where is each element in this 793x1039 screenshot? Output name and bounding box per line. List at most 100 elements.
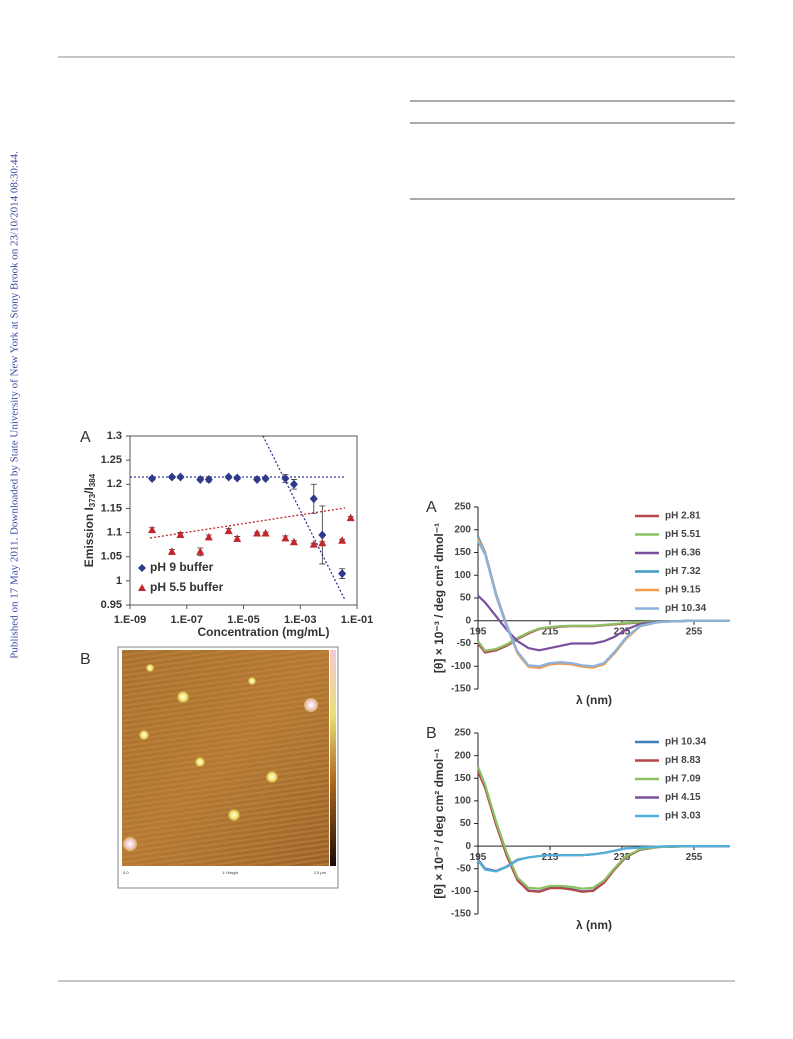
- y-tick-label: 1.05: [101, 551, 122, 563]
- series-line: [477, 540, 730, 668]
- y-tick-label: 50: [460, 818, 472, 829]
- point: [224, 526, 233, 535]
- y-tick-label: 150: [454, 547, 471, 558]
- y-tick-label: -150: [451, 909, 471, 920]
- y-tick-label: 100: [454, 796, 471, 807]
- y-axis-title-part: 384: [88, 473, 97, 487]
- point: [167, 472, 176, 482]
- x-tick-label: 1.E-05: [227, 614, 259, 626]
- afm-label: 2.0 µm: [314, 870, 327, 875]
- y-axis-title: Emission I373/I384: [82, 473, 97, 567]
- x-axis-title: λ (nm): [576, 918, 612, 932]
- legend-label: pH 7.09: [665, 774, 701, 785]
- point: [261, 529, 270, 537]
- y-tick-label: 1.25: [101, 454, 122, 466]
- x-tick-label: 215: [542, 626, 559, 637]
- panel-label: A: [80, 429, 91, 446]
- x-tick-label: 195: [470, 852, 487, 863]
- y-tick-label: -50: [457, 638, 472, 649]
- point: [338, 536, 347, 544]
- y-tick-label: 1.1: [107, 526, 122, 538]
- legend-label: pH 4.15: [665, 792, 701, 803]
- legend-label: pH 9 buffer: [150, 560, 214, 574]
- legend-marker: [138, 564, 146, 572]
- series-line: [476, 766, 730, 890]
- x-tick-label: 255: [686, 852, 703, 863]
- point: [233, 473, 242, 483]
- y-tick-label: 150: [454, 773, 471, 784]
- point: [196, 474, 205, 484]
- legend-label: pH 9.15: [665, 585, 701, 596]
- panel-label: A: [426, 499, 437, 516]
- y-axis-title-part: /I: [82, 487, 96, 494]
- x-tick-label: 1.E-07: [171, 614, 203, 626]
- x-tick-label: 1.E-01: [341, 614, 373, 626]
- y-tick-label: 1.2: [107, 478, 122, 490]
- x-axis-title: λ (nm): [576, 693, 612, 707]
- x-tick-label: 1.E-09: [114, 614, 146, 626]
- legend-label: pH 5.5 buffer: [150, 580, 224, 594]
- legend-label: pH 6.36: [665, 548, 701, 559]
- y-tick-label: -150: [451, 684, 471, 695]
- point: [318, 538, 327, 547]
- point: [289, 479, 298, 489]
- legend-label: pH 3.03: [665, 811, 701, 822]
- y-tick-label: -100: [451, 661, 471, 672]
- legend-label: pH 8.83: [665, 755, 701, 766]
- series-line: [477, 845, 730, 873]
- y-tick-label: 0: [465, 841, 471, 852]
- y-tick-label: 250: [454, 728, 471, 739]
- point: [309, 540, 318, 548]
- afm-label: 0.0: [123, 870, 129, 875]
- x-tick-label: 1.E-03: [284, 614, 316, 626]
- x-tick-label: 215: [542, 852, 559, 863]
- x-tick-label: 235: [614, 852, 631, 863]
- point: [346, 513, 355, 522]
- legend-label: pH 7.32: [665, 566, 701, 577]
- y-tick-label: 1.15: [101, 502, 122, 514]
- y-tick-label: 1.3: [107, 430, 122, 442]
- point: [176, 472, 185, 482]
- legend-label: pH 2.81: [665, 511, 701, 522]
- x-axis-title: Concentration (mg/mL): [198, 625, 330, 639]
- point: [253, 529, 262, 537]
- point: [204, 474, 213, 484]
- point: [281, 473, 290, 483]
- point: [167, 547, 176, 555]
- y-tick-label: 100: [454, 570, 471, 581]
- y-tick-label: 0.95: [101, 599, 122, 611]
- point: [253, 474, 262, 484]
- point: [196, 547, 205, 555]
- point: [281, 533, 290, 542]
- sidebar-note: Published on 17 May 2011. Downloaded by …: [9, 151, 21, 659]
- y-tick-label: -100: [451, 886, 471, 897]
- fit-line: [262, 435, 346, 601]
- x-tick-label: 195: [470, 626, 487, 637]
- point: [289, 537, 298, 546]
- panel-label: B: [80, 651, 91, 668]
- point: [176, 530, 185, 538]
- y-tick-label: 200: [454, 750, 471, 761]
- legend-label: pH 10.34: [665, 737, 707, 748]
- y-axis-title-part: 373: [88, 493, 97, 507]
- point: [233, 534, 242, 542]
- point: [224, 472, 233, 482]
- panel-label: B: [426, 725, 437, 742]
- x-tick-label: 255: [686, 626, 703, 637]
- y-axis-title: [θ] × 10⁻³ / deg cm² dmol⁻¹: [432, 523, 446, 673]
- y-tick-label: 50: [460, 593, 472, 604]
- y-tick-label: -50: [457, 863, 472, 874]
- y-tick-label: 1: [116, 575, 122, 587]
- y-tick-label: 0: [465, 615, 471, 626]
- legend-label: pH 10.34: [665, 603, 707, 614]
- point: [148, 525, 157, 534]
- legend-label: pH 5.51: [665, 529, 701, 540]
- y-tick-label: 250: [454, 502, 471, 513]
- afm-label: 1: Height: [222, 870, 239, 875]
- y-axis-title-part: Emission I: [82, 507, 96, 567]
- point: [261, 473, 270, 483]
- point: [338, 569, 347, 579]
- point: [148, 473, 157, 483]
- point: [309, 494, 318, 504]
